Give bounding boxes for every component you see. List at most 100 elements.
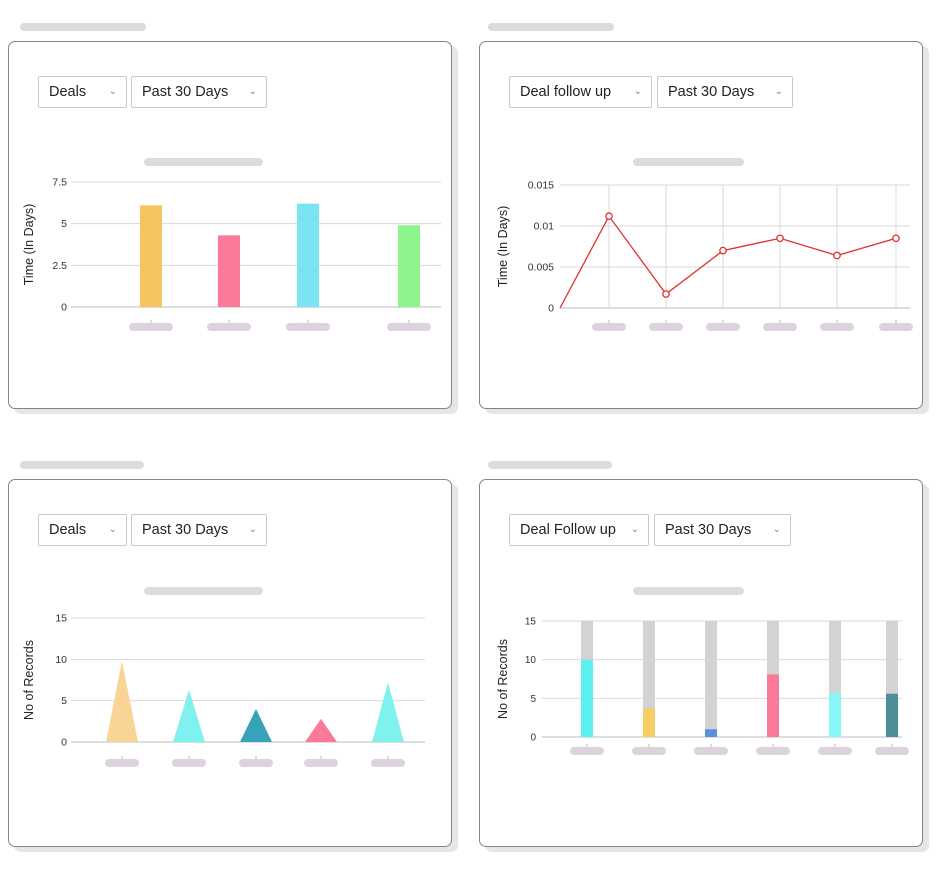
bar [218, 235, 240, 307]
y-tick-label: 5 [61, 218, 67, 230]
category-label-placeholder [875, 747, 909, 755]
y-tick-label: 0 [548, 303, 554, 315]
triangle-bar [173, 689, 205, 742]
module-dropdown[interactable]: Deals ⌄ [38, 514, 127, 546]
category-label-placeholder [820, 323, 854, 331]
category-label-placeholder [570, 747, 604, 755]
period-dropdown[interactable]: Past 30 Days ⌄ [654, 514, 791, 546]
period-dropdown-value: Past 30 Days [142, 84, 229, 100]
triangle-bar-chart: 0 5 10 15 No of Records [22, 613, 425, 767]
triangle-bar [372, 682, 404, 742]
period-dropdown[interactable]: Past 30 Days ⌄ [131, 76, 267, 108]
y-tick-label: 0.01 [534, 221, 555, 233]
data-point [892, 234, 900, 243]
category-label-placeholder [592, 323, 626, 331]
chevron-down-icon: ⌄ [772, 524, 781, 535]
chart-card-deals-records: Deals ⌄ Past 30 Days ⌄ 0 5 10 15 No of Recor… [8, 479, 452, 847]
category-label-placeholder [756, 747, 790, 755]
category-label-placeholder [694, 747, 728, 755]
category-label-placeholder [172, 759, 206, 767]
triangle-bar [106, 660, 138, 742]
period-dropdown[interactable]: Past 30 Days ⌄ [131, 514, 267, 546]
bar [829, 692, 841, 737]
category-label-placeholder [706, 323, 740, 331]
category-label-placeholder [105, 759, 139, 767]
chart-card-followup-time: Deal follow up ⌄ Past 30 Days ⌄ 0 0.005 0.… [479, 41, 923, 409]
y-tick-label: 2.5 [52, 260, 67, 272]
card-title-placeholder [20, 461, 144, 469]
card-title-placeholder [20, 23, 146, 31]
y-tick-label: 15 [525, 617, 537, 628]
category-label-placeholder [304, 759, 338, 767]
module-dropdown[interactable]: Deals ⌄ [38, 76, 127, 108]
y-tick-label: 7.5 [52, 177, 67, 189]
card-title-placeholder [488, 461, 612, 469]
y-axis-label: Time (In Days) [496, 206, 510, 288]
chevron-down-icon: ⌄ [774, 86, 783, 97]
period-dropdown-value: Past 30 Days [142, 522, 229, 538]
data-point [776, 234, 784, 243]
chevron-down-icon: ⌄ [248, 524, 257, 535]
data-point [605, 212, 613, 221]
y-tick-label: 15 [55, 613, 67, 625]
category-label-placeholder [763, 323, 797, 331]
chevron-down-icon: ⌄ [108, 524, 117, 535]
bar [581, 659, 593, 737]
module-dropdown[interactable]: Deal Follow up ⌄ [509, 514, 649, 546]
module-dropdown-value: Deal Follow up [520, 522, 616, 538]
category-label-placeholder [207, 323, 251, 331]
chevron-down-icon: ⌄ [630, 524, 639, 535]
y-tick-label: 0 [530, 733, 536, 744]
bar-chart: 0 2.5 5 7.5 Time (In Days) [22, 177, 441, 331]
category-label-placeholder [879, 323, 913, 331]
y-tick-label: 10 [525, 655, 537, 666]
period-dropdown-value: Past 30 Days [665, 522, 752, 538]
category-label-placeholder [286, 323, 330, 331]
chevron-down-icon: ⌄ [108, 86, 117, 97]
bar [643, 708, 655, 737]
chart-title-placeholder [633, 158, 744, 166]
bar [886, 693, 898, 737]
bar [398, 225, 420, 307]
data-point [833, 251, 841, 260]
chart-title-placeholder [633, 587, 744, 595]
module-dropdown-value: Deal follow up [520, 84, 612, 100]
category-label-placeholder [129, 323, 173, 331]
y-axis-label: No of Records [22, 640, 36, 720]
module-dropdown[interactable]: Deal follow up ⌄ [509, 76, 652, 108]
chart-title-placeholder [144, 158, 263, 166]
data-point [719, 246, 727, 255]
chart-card-deals-time: Deals ⌄ Past 30 Days ⌄ 0 2.5 5 7.5 Time (In … [8, 41, 452, 409]
category-label-placeholder [818, 747, 852, 755]
y-tick-label: 0 [61, 737, 67, 749]
line-chart: 0 0.005 0.01 0.015 Time (In Days) [496, 180, 913, 331]
category-label-placeholder [387, 323, 431, 331]
y-tick-label: 0.005 [528, 262, 554, 274]
module-dropdown-value: Deals [49, 522, 87, 538]
chart-card-followup-records: Deal Follow up ⌄ Past 30 Days ⌄ 0 5 10 15 No… [479, 479, 923, 847]
triangle-bar [240, 708, 272, 742]
category-label-placeholder [239, 759, 273, 767]
bar [767, 674, 779, 737]
series-line [559, 214, 897, 309]
y-axis-label: Time (In Days) [22, 204, 36, 286]
bar-background [643, 621, 655, 737]
period-dropdown-value: Past 30 Days [668, 84, 755, 100]
bar [140, 205, 162, 307]
y-tick-label: 10 [55, 654, 67, 666]
bar [297, 203, 319, 307]
chevron-down-icon: ⌄ [633, 86, 642, 97]
chevron-down-icon: ⌄ [248, 86, 257, 97]
y-tick-label: 0.015 [528, 180, 554, 192]
category-label-placeholder [632, 747, 666, 755]
category-label-placeholder [649, 323, 683, 331]
chart-title-placeholder [144, 587, 263, 595]
module-dropdown-value: Deals [49, 84, 87, 100]
category-label-placeholder [371, 759, 405, 767]
stacked-bar-chart: 0 5 10 15 No of Records [496, 617, 909, 755]
bar-background [705, 621, 717, 737]
period-dropdown[interactable]: Past 30 Days ⌄ [657, 76, 793, 108]
data-point [662, 290, 670, 298]
y-axis-label: No of Records [496, 639, 510, 719]
y-tick-label: 5 [61, 695, 67, 707]
